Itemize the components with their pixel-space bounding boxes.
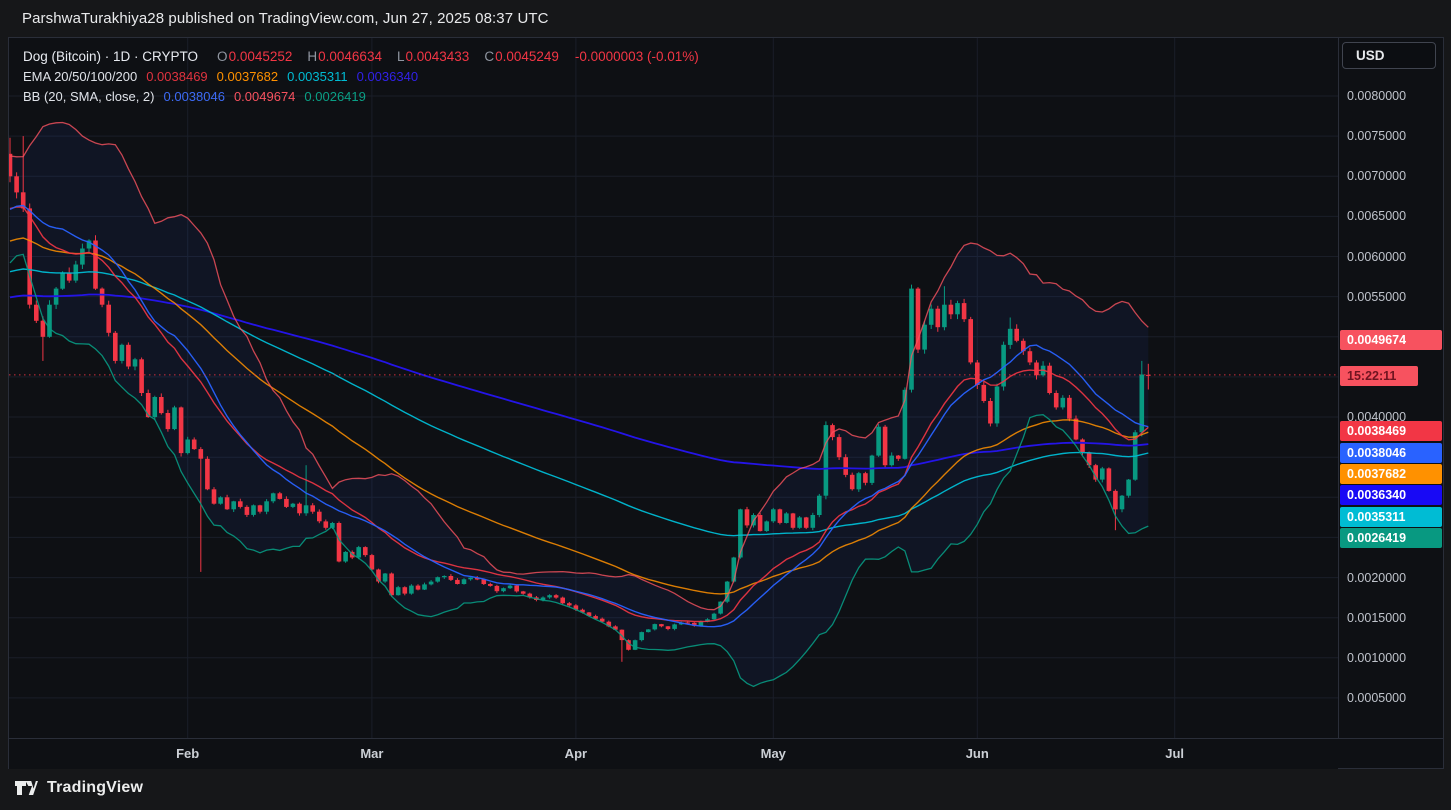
- price-tick-label: 0.0055000: [1347, 289, 1407, 304]
- price-tick-label: 0.0015000: [1347, 610, 1407, 625]
- price-label-badge: 15:22:11: [1340, 366, 1418, 386]
- ohlc-close: C0.0045249: [484, 48, 559, 64]
- ohlc-high: H0.0046634: [307, 48, 382, 64]
- footer: TradingView: [14, 777, 143, 799]
- chart-pane[interactable]: Dog (Bitcoin) · 1D · CRYPTO O0.0045252 H…: [9, 38, 1338, 738]
- ema100-value: 0.0035311: [287, 68, 348, 84]
- price-tick-label: 0.0060000: [1347, 249, 1407, 264]
- price-tick-label: 0.0080000: [1347, 89, 1407, 103]
- time-tick-label: Jul: [1165, 746, 1185, 761]
- time-axis[interactable]: Feb Mar Apr May Jun Jul: [9, 738, 1338, 769]
- ema200-value: 0.0036340: [356, 68, 419, 84]
- symbol-title[interactable]: Dog (Bitcoin) · 1D · CRYPTO: [23, 48, 199, 64]
- bb-basis-value: 0.0038046: [163, 88, 225, 104]
- attribution-text: ParshwaTurakhiya28 published on TradingV…: [22, 10, 549, 27]
- bb-upper-value: 0.0049674: [233, 88, 296, 104]
- axis-corner: [1338, 738, 1443, 769]
- time-tick-label: Mar: [360, 746, 384, 761]
- price-tick-label: 0.0075000: [1347, 129, 1407, 144]
- price-label-badge: 0.0038469: [1340, 421, 1442, 441]
- price-label-badge: 0.0036340: [1340, 485, 1442, 505]
- price-label-badge: 0.0037682: [1340, 464, 1442, 484]
- price-tick-label: 0.0020000: [1347, 570, 1407, 585]
- price-tick-label: 0.0010000: [1347, 650, 1407, 665]
- price-axis[interactable]: USD 0.0080000 0.0075000 0.0070000 0.0065000…: [1338, 38, 1443, 738]
- price-tick-label: 0.0040000: [1347, 410, 1407, 425]
- chart-widget: Dog (Bitcoin) · 1D · CRYPTO O0.0045252 H…: [8, 37, 1444, 769]
- ema50-value: 0.0037682: [216, 68, 279, 84]
- legend: Dog (Bitcoin) · 1D · CRYPTO O0.0045252 H…: [23, 46, 699, 106]
- tradingview-logo-icon[interactable]: [14, 777, 40, 799]
- change-value: -0.0000003 (-0.01%): [574, 48, 699, 64]
- ema20-value: 0.0038469: [146, 68, 208, 84]
- time-tick-label: May: [760, 746, 786, 761]
- time-tick-label: Jun: [965, 746, 989, 761]
- time-tick-label: Feb: [176, 746, 200, 761]
- ohlc-open: O0.0045252: [217, 48, 293, 64]
- price-tick-label: 0.0005000: [1347, 690, 1407, 705]
- price-label-badge: 0.0035311: [1340, 507, 1442, 527]
- price-label-badge: 0.0026419: [1340, 528, 1442, 548]
- price-label-badge: 0.0049674: [1340, 330, 1442, 350]
- time-tick-label: Apr: [564, 746, 588, 761]
- candlestick-chart[interactable]: [9, 38, 1338, 738]
- ema-indicator-label[interactable]: EMA 20/50/100/200: [23, 68, 138, 84]
- brand-name[interactable]: TradingView: [47, 779, 144, 796]
- bb-lower-value: 0.0026419: [304, 88, 366, 104]
- ohlc-low: L0.0043433: [396, 48, 470, 64]
- bb-indicator-label[interactable]: BB (20, SMA, close, 2): [23, 88, 155, 104]
- currency-button[interactable]: USD: [1342, 42, 1436, 69]
- price-tick-label: 0.0065000: [1347, 209, 1407, 224]
- price-tick-label: 0.0070000: [1347, 169, 1407, 184]
- price-label-badge: 0.0038046: [1340, 443, 1442, 463]
